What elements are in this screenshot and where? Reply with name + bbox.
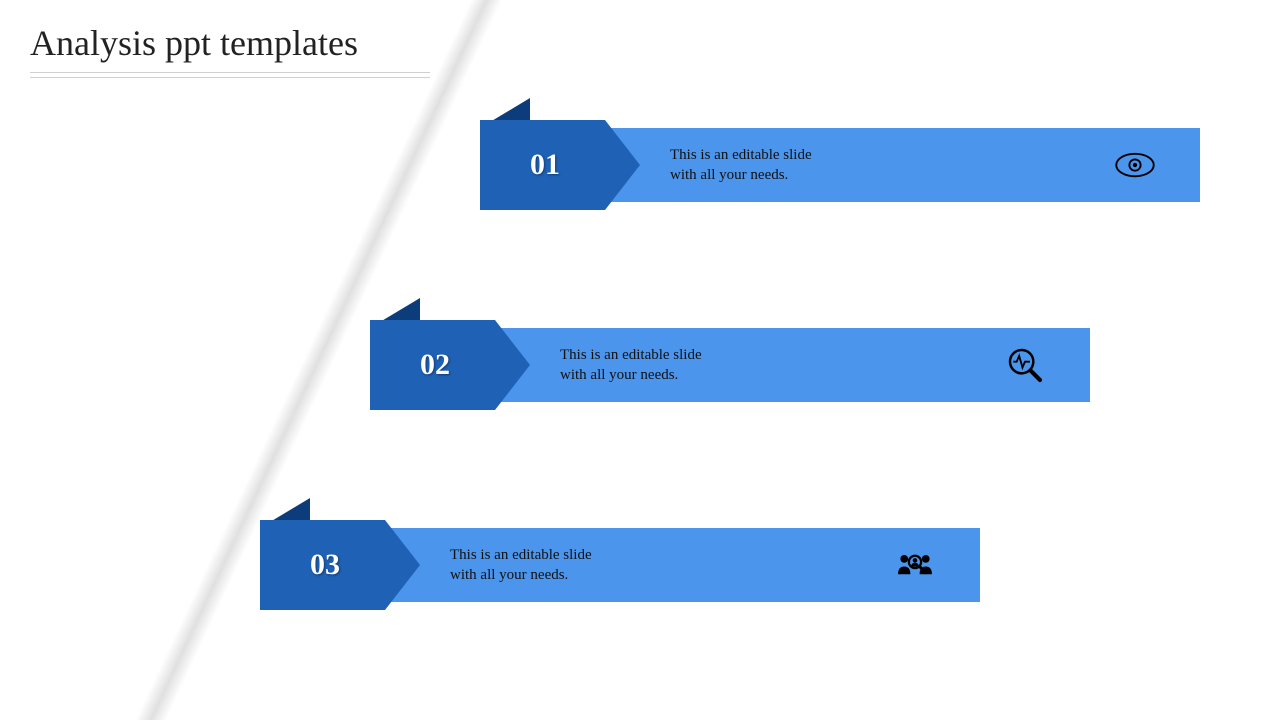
info-text-1-line2: with all your needs. — [670, 165, 812, 185]
title-underline-2 — [30, 77, 430, 78]
ribbon-fold-2 — [380, 298, 420, 322]
number-label-2: 02 — [370, 320, 500, 410]
info-text-2-line2: with all your needs. — [560, 365, 702, 385]
slide-title: Analysis ppt templates — [30, 22, 358, 64]
eye-icon — [1110, 128, 1160, 202]
number-label-3: 03 — [260, 520, 390, 610]
info-text-3-line1: This is an editable slide — [450, 545, 592, 565]
slide-root: Analysis ppt templates This is an editab… — [0, 0, 1280, 720]
info-text-3-line2: with all your needs. — [450, 565, 592, 585]
title-underline-1 — [30, 72, 430, 73]
list-row-1: This is an editable slide with all your … — [480, 120, 1230, 210]
info-text-2-line1: This is an editable slide — [560, 345, 702, 365]
info-bar-1: This is an editable slide with all your … — [610, 128, 1200, 202]
info-text-3: This is an editable slide with all your … — [450, 528, 592, 602]
list-row-3: This is an editable slide with all your … — [260, 520, 1010, 610]
info-bar-2: This is an editable slide with all your … — [500, 328, 1090, 402]
search-pulse-icon — [1000, 328, 1050, 402]
ribbon-fold-3 — [270, 498, 310, 522]
list-row-2: This is an editable slide with all your … — [370, 320, 1120, 410]
info-text-2: This is an editable slide with all your … — [560, 328, 702, 402]
info-text-1-line1: This is an editable slide — [670, 145, 812, 165]
number-label-1: 01 — [480, 120, 610, 210]
people-search-icon — [890, 528, 940, 602]
info-text-1: This is an editable slide with all your … — [670, 128, 812, 202]
ribbon-fold-1 — [490, 98, 530, 122]
info-bar-3: This is an editable slide with all your … — [390, 528, 980, 602]
